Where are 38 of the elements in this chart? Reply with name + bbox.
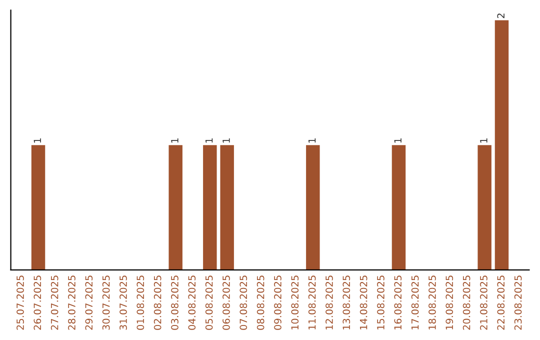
data-label: 1	[34, 138, 41, 143]
x-tick-label: 09.08.2025	[274, 276, 282, 330]
x-tick-label: 16.08.2025	[394, 276, 402, 330]
x-tick-label: 04.08.2025	[188, 276, 196, 330]
x-tick-label: 26.07.2025	[34, 276, 42, 330]
x-tick-label: 30.07.2025	[102, 276, 110, 330]
x-tick-label: 29.07.2025	[85, 276, 93, 330]
x-tick-label: 07.08.2025	[240, 276, 248, 330]
x-tick-label: 19.08.2025	[446, 276, 454, 330]
x-tick-label: 28.07.2025	[68, 276, 76, 330]
x-tick-label: 22.08.2025	[497, 276, 505, 330]
x-tick-label: 06.08.2025	[222, 276, 230, 330]
data-label: 1	[206, 138, 213, 143]
data-label: 1	[480, 138, 488, 143]
x-tick-label: 14.08.2025	[360, 276, 368, 330]
data-label: 2	[497, 14, 504, 18]
x-tick-label: 13.08.2025	[342, 276, 350, 330]
data-label: 1	[394, 138, 402, 143]
x-tick-label: 31.07.2025	[120, 276, 127, 330]
x-tick-label: 03.08.2025	[171, 276, 178, 330]
x-tick-label: 25.07.2025	[16, 276, 24, 330]
x-tick-label: 21.08.2025	[480, 276, 488, 330]
x-tick-label: 02.08.2025	[154, 276, 162, 330]
data-label: 1	[308, 138, 316, 143]
x-tick-label: 05.08.2025	[205, 276, 213, 330]
x-tick-label: 10.08.2025	[291, 276, 299, 330]
x-tick-label: 18.08.2025	[428, 276, 436, 330]
x-tick-label: 01.08.2025	[136, 276, 144, 330]
x-tick-label: 20.08.2025	[462, 276, 470, 330]
x-tick-label: 08.08.2025	[256, 276, 264, 330]
x-tick-label: 27.07.2025	[50, 276, 58, 330]
x-tick-label: 15.08.2025	[377, 276, 384, 330]
data-label: 1	[222, 138, 230, 143]
data-label: 1	[171, 138, 178, 143]
x-tick-label: 11.08.2025	[308, 276, 316, 330]
x-tick-label: 17.08.2025	[411, 276, 419, 330]
x-tick-label: 12.08.2025	[326, 276, 333, 330]
x-tick-label: 23.08.2025	[514, 276, 522, 330]
